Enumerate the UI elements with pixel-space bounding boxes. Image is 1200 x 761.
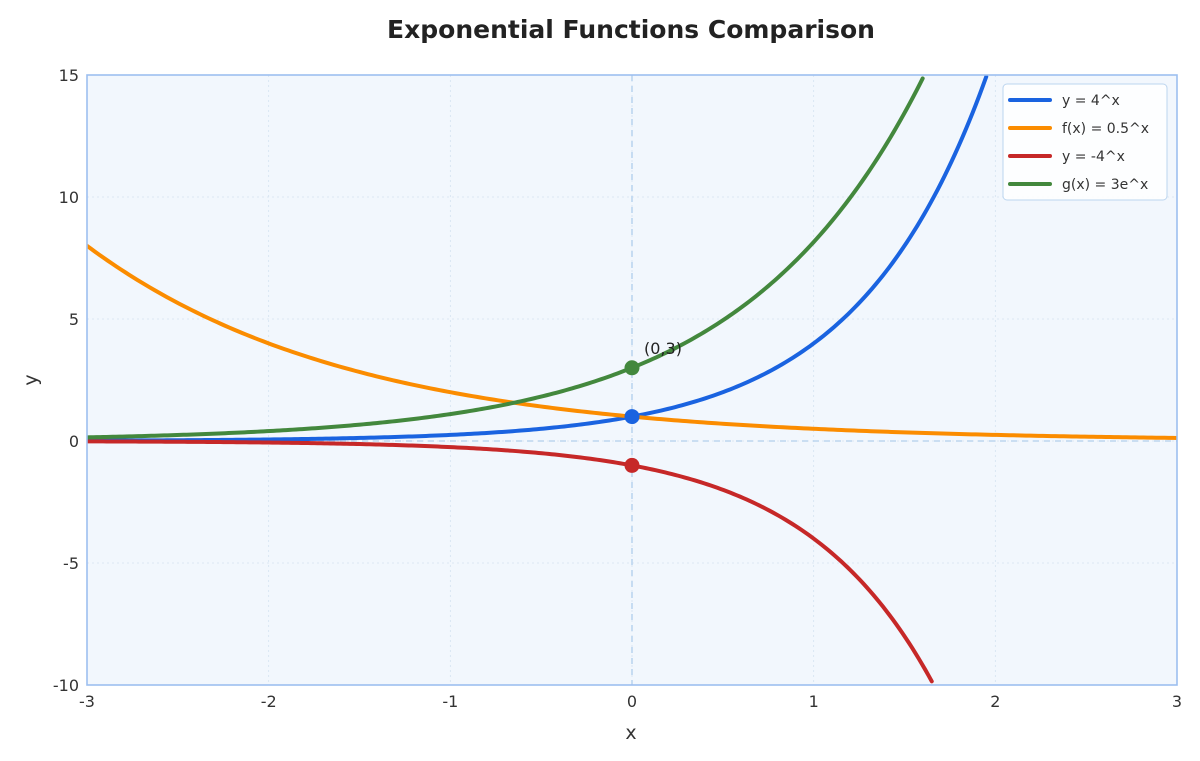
chart-title: Exponential Functions Comparison [387,15,875,44]
y-ticks: -10 -5 0 5 10 15 [53,66,79,695]
highlight-point-2 [624,409,640,425]
highlight-point-3 [624,457,640,473]
legend: y = 4^x f(x) = 0.5^x y = -4^x g(x) = 3e^x [1002,83,1168,201]
y-tick-label: 5 [69,310,79,329]
x-tick-label: 3 [1172,692,1182,711]
x-tick-label: 0 [627,692,637,711]
legend-box [1002,83,1168,201]
y-tick-label: 15 [59,66,79,85]
y-tick-label: 10 [59,188,79,207]
legend-label-3: y = -4^x [1062,149,1125,165]
x-tick-label: -2 [261,692,277,711]
x-ticks: -3 -2 -1 0 1 2 3 [79,692,1182,711]
annotation-label: (0,3) [644,339,682,358]
legend-label-2: f(x) = 0.5^x [1062,121,1149,137]
highlight-points [624,360,640,473]
x-tick-label: -3 [79,692,95,711]
series-line-3 [87,439,934,684]
annotations: (0,3) [644,339,682,358]
y-tick-label: -10 [53,676,79,695]
y-tick-label: 0 [69,432,79,451]
x-tick-label: 1 [809,692,819,711]
legend-label-1: y = 4^x [1062,93,1120,109]
x-tick-label: -1 [442,692,458,711]
y-tick-label: -5 [63,554,79,573]
series-line-4 [87,76,925,440]
x-tick-label: 2 [990,692,1000,711]
y-axis-label: y [20,374,42,385]
plot-frame [86,74,1178,686]
x-axis-label: x [625,722,636,744]
legend-items: y = 4^x f(x) = 0.5^x y = -4^x g(x) = 3e^x [1008,93,1149,193]
series-line-1 [87,75,989,443]
legend-label-4: g(x) = 3e^x [1062,177,1148,193]
highlight-point-1 [624,360,640,376]
